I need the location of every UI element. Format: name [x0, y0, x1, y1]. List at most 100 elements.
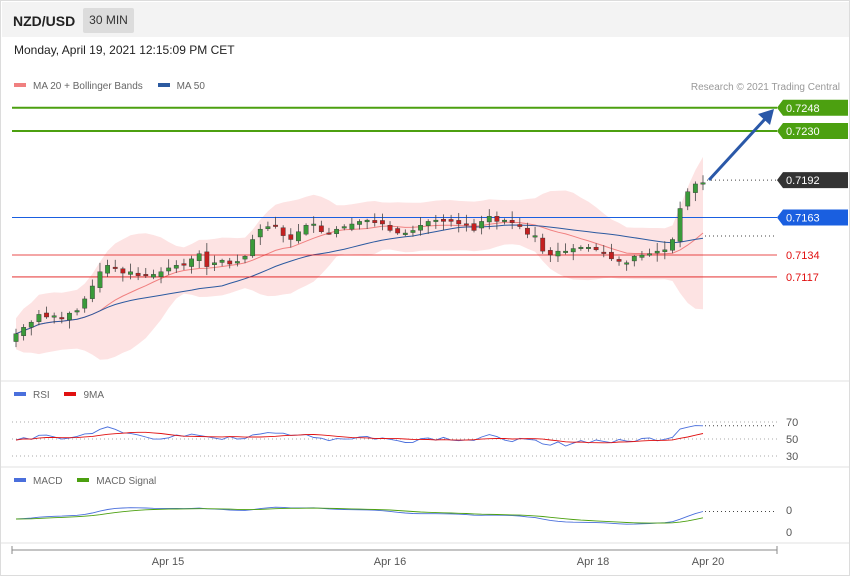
candle — [280, 225, 286, 243]
candle — [425, 219, 431, 234]
level-label: 0.7117 — [786, 272, 819, 284]
bollinger-bands — [16, 156, 703, 360]
level-0.7248: 0.7248 — [12, 99, 848, 116]
legend-label-rsi: RSI — [33, 390, 50, 401]
ma50-line — [15, 224, 704, 335]
candle — [647, 248, 652, 257]
candle — [525, 222, 530, 239]
macd-signal-line — [15, 507, 704, 524]
legend-label-macd: MACD — [33, 476, 63, 487]
candle — [357, 219, 362, 230]
rsi-tick-30: 30 — [786, 451, 798, 463]
pivot-tag — [777, 209, 848, 226]
candle — [631, 254, 637, 267]
legend-swatch-ma20 — [14, 83, 26, 88]
candle — [105, 259, 111, 278]
x-label-apr20: Apr 20 — [692, 556, 724, 568]
macd-panel — [15, 506, 777, 525]
candle — [67, 311, 72, 329]
macd-line — [15, 506, 704, 525]
candle — [624, 260, 630, 271]
candle — [372, 213, 378, 227]
level-0.7163: 0.7163 — [12, 209, 848, 226]
x-label-apr16: Apr 16 — [374, 556, 406, 568]
macd-legend: MACD MACD Signal — [14, 476, 168, 487]
candle — [547, 247, 553, 263]
candle — [296, 224, 301, 244]
legend-swatch-macd-signal — [77, 478, 90, 483]
candle — [82, 296, 88, 313]
legend-label-ma50: MA 50 — [176, 81, 205, 92]
rsi-panel — [12, 421, 777, 457]
legend-item-macd-signal: MACD Signal — [77, 476, 156, 487]
candle — [250, 234, 256, 258]
price-levels: 0.7248 0.7230 0.7192 0.7163 0.7134 0.7117 — [12, 99, 848, 284]
candle — [570, 244, 576, 261]
candle — [265, 221, 271, 231]
x-label-apr18: Apr 18 — [577, 556, 609, 568]
candle — [380, 213, 385, 231]
candle — [257, 224, 263, 246]
candle — [227, 257, 233, 269]
level-label: 0.7163 — [786, 213, 820, 225]
level-label: 0.7192 — [786, 175, 820, 187]
candle — [318, 220, 324, 234]
candle — [189, 255, 194, 274]
candle — [364, 218, 370, 230]
candle — [685, 188, 691, 211]
candle — [349, 217, 355, 232]
legend-item-macd: MACD — [14, 476, 62, 487]
candle — [59, 311, 65, 324]
candle — [441, 214, 446, 231]
level-label: 0.7134 — [786, 250, 820, 262]
candle — [44, 306, 49, 319]
macd-tick-0b: 0 — [786, 527, 792, 539]
level-label: 0.7248 — [786, 103, 820, 115]
candle — [21, 324, 27, 341]
candle — [51, 312, 57, 324]
candle — [273, 216, 278, 229]
candle — [509, 211, 515, 230]
candle — [586, 244, 591, 252]
candle — [463, 214, 469, 232]
candle — [89, 279, 95, 303]
candle — [204, 243, 210, 276]
credit-text: Research © 2021 Trading Central — [690, 82, 840, 93]
candle — [166, 259, 172, 275]
candle — [609, 243, 614, 261]
candle — [234, 254, 240, 267]
candle — [662, 241, 668, 260]
candle — [326, 227, 332, 235]
candle — [334, 226, 339, 238]
timeframe-button[interactable]: 30 MIN — [83, 8, 134, 33]
candle — [471, 218, 477, 233]
candle — [601, 245, 607, 258]
candle — [150, 269, 156, 280]
candle — [448, 214, 454, 227]
candle — [502, 218, 507, 225]
level-label: 0.7230 — [786, 126, 820, 138]
candle — [433, 214, 439, 229]
level-0.7117: 0.7117 — [12, 272, 819, 284]
candle — [288, 228, 294, 248]
candle — [639, 251, 645, 261]
legend-swatch-rsi — [14, 392, 26, 397]
bollinger-band-area — [16, 156, 703, 360]
candlesticks — [13, 175, 706, 348]
candle — [479, 215, 485, 235]
resistance-tag — [777, 123, 848, 139]
candle — [112, 259, 118, 272]
candle — [387, 221, 393, 233]
legend-swatch-macd — [14, 478, 26, 483]
header-bar: NZD/USD 30 MIN — [2, 2, 849, 37]
candle — [555, 242, 561, 262]
timestamp: Monday, April 19, 2021 12:15:09 PM CET — [14, 43, 235, 57]
last-price-tag — [777, 172, 848, 189]
candle — [212, 255, 217, 272]
candle — [173, 260, 179, 273]
rsi-legend: RSI 9MA — [14, 390, 116, 401]
currency-pair: NZD/USD — [13, 13, 76, 29]
candle — [410, 225, 416, 237]
